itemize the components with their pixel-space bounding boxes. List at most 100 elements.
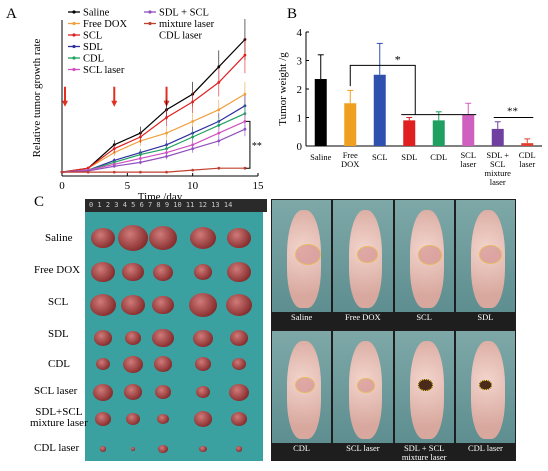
data-point (191, 135, 195, 139)
tumor (122, 262, 144, 282)
tumor (94, 330, 112, 346)
tumor (123, 355, 143, 373)
tumor (227, 261, 251, 283)
legend-label: Saline (83, 8, 110, 19)
data-point (243, 53, 247, 57)
tumor (91, 227, 115, 249)
series-line (61, 54, 246, 173)
mouse-panel (272, 200, 332, 312)
data-point (217, 65, 221, 69)
y-tick-label: 0 (297, 141, 303, 153)
y-axis-label: Tumor weight /g (277, 52, 289, 126)
data-point (139, 157, 142, 160)
data-point (191, 147, 195, 151)
legend-label: SDL + SCL (159, 8, 209, 19)
mouse-panel (455, 200, 515, 312)
tumor (126, 413, 140, 425)
tumor (95, 412, 111, 426)
tumor-growth-chart: 0 5 10 15 Time /day Relative tumor growth rat… (31, 8, 265, 201)
injection-arrow-head (111, 100, 118, 107)
tumor-photo: 0 1 2 3 4 5 6 7 8 9 10 11 12 13 14 (85, 199, 267, 461)
tumor (121, 294, 145, 316)
bar (521, 143, 534, 146)
tumor (96, 358, 110, 370)
tumor (230, 330, 248, 346)
tumor (194, 411, 212, 427)
y-tick-label: 1 (297, 113, 303, 125)
legend-marker (148, 21, 152, 26)
tumor-outline (417, 244, 443, 265)
legend-label: mixture laser (159, 19, 215, 30)
tumor (93, 383, 113, 401)
category-label: SCL (490, 159, 506, 169)
tumor (118, 225, 148, 251)
bar (314, 79, 327, 146)
tumor-row-label: SCL (48, 296, 69, 308)
tumor-row-label: SDL (48, 328, 69, 340)
bar (432, 120, 445, 146)
mouse-panel (394, 331, 454, 443)
category-label: mixture (485, 168, 512, 178)
legend-label: SDL (83, 42, 103, 53)
mouse-label: Free DOX (345, 312, 381, 322)
mouse-panel (272, 331, 332, 443)
data-point (243, 120, 247, 123)
sig-bracket (349, 64, 416, 115)
tumor (229, 383, 249, 401)
bar (462, 114, 475, 146)
legend-marker (148, 10, 152, 14)
x-tick-label: 10 (187, 180, 199, 192)
x-tick-label: 15 (253, 180, 265, 192)
panel-b-label: B (287, 6, 298, 22)
category-label: SDL + (486, 150, 509, 160)
tumor-outline (479, 379, 492, 390)
mouse-label: CDL laser (467, 443, 503, 453)
tumor (91, 261, 115, 283)
data-point (112, 170, 116, 174)
legend-marker (72, 10, 76, 14)
tumor (154, 356, 172, 372)
panel-a-label: A (6, 6, 17, 22)
tumor (236, 446, 242, 452)
tumor (157, 413, 169, 425)
mouse-label: SCL (416, 312, 432, 322)
series-line (61, 105, 246, 173)
tumor (125, 331, 141, 345)
tumor-row-label: Free DOX (34, 264, 81, 276)
tumor-outline (417, 378, 434, 392)
series-line (62, 167, 245, 173)
bar (344, 103, 357, 146)
tumor-row-label: SCL laser (34, 385, 78, 397)
legend-label: CDL laser (159, 31, 203, 42)
data-point (217, 108, 221, 112)
tumor-outline (356, 245, 379, 264)
tumor-row-label: Saline (45, 232, 73, 244)
legend-marker (72, 56, 76, 60)
tumor-row-label: CDL (48, 358, 70, 370)
data-point (165, 155, 168, 158)
tumor (232, 358, 246, 370)
category-label: SCL (460, 150, 476, 160)
data-point (139, 170, 142, 174)
data-point (139, 153, 142, 156)
data-point (165, 170, 168, 174)
data-point (112, 164, 116, 168)
series-line (61, 128, 246, 173)
tumor (152, 328, 174, 348)
legend-label: SCL laser (83, 65, 125, 76)
data-point (243, 127, 247, 131)
mouse-label: SCL laser (346, 443, 380, 453)
category-label: Free (343, 150, 358, 160)
mice-photo: Saline Free DOX SCL SDL CDL SCL laser SDL + SC… (271, 199, 516, 462)
data-point (217, 123, 221, 127)
data-point (191, 100, 195, 104)
panel-c-label: C (34, 194, 45, 210)
tumor-outline (295, 244, 322, 266)
category-label: CDL (430, 152, 447, 162)
data-point (217, 131, 221, 135)
tumor-outline (295, 377, 316, 394)
category-label: laser (519, 159, 535, 169)
mouse-label: SDL (477, 312, 494, 322)
data-point (86, 170, 90, 174)
tumor (195, 357, 211, 371)
